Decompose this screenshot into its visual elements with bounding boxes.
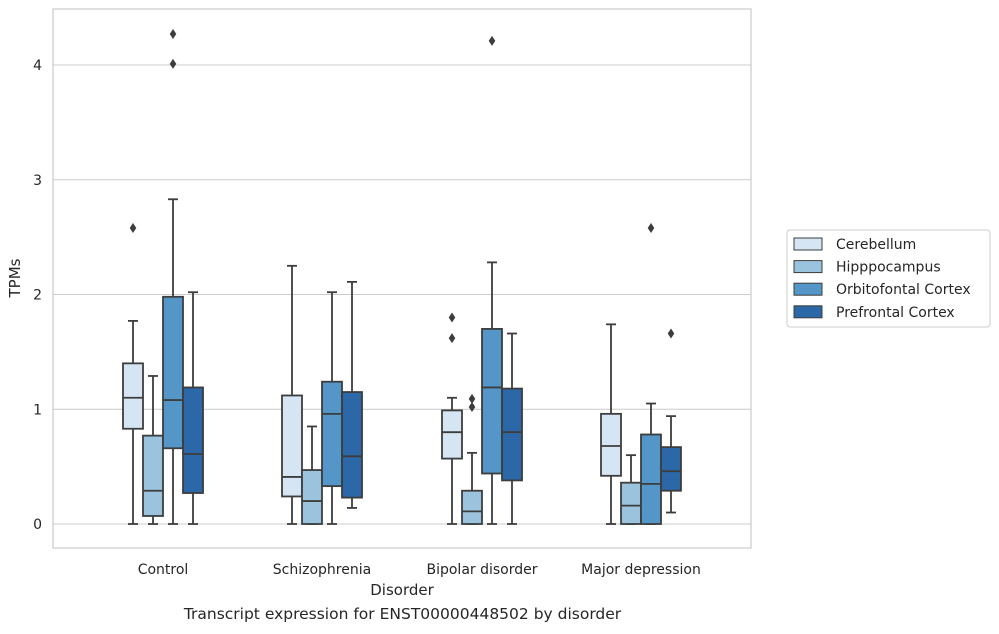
flier-point — [448, 312, 456, 323]
legend-entry: Hipppocampus — [836, 260, 941, 276]
box-3-1 — [341, 280, 363, 509]
box-rect — [122, 362, 144, 430]
flier-point — [647, 222, 655, 233]
legend: Cerebellum Hipppocampus Orbitofontal Corte… — [786, 229, 991, 328]
box-rect — [142, 434, 164, 517]
legend-entry: Prefrontal Cortex — [836, 305, 955, 321]
legend-swatch — [793, 260, 823, 274]
box-2-0 — [162, 29, 184, 525]
box-rect — [481, 328, 503, 475]
y-tick-label: 0 — [33, 517, 42, 533]
x-tick-labels: Control Schizophrenia Bipolar disorder Majo… — [138, 562, 701, 578]
box-2-1 — [321, 291, 343, 525]
box-3-3 — [660, 328, 682, 514]
flier-point — [468, 393, 476, 404]
y-tick-label: 4 — [33, 58, 42, 74]
box-0-2 — [441, 312, 463, 525]
x-tick-label: Major depression — [581, 562, 701, 578]
flier-point — [169, 58, 177, 69]
box-rect — [441, 409, 463, 460]
box-0-0 — [122, 222, 144, 525]
box-rect — [162, 295, 184, 450]
chart-caption: Transcript expression for ENST0000044850… — [183, 605, 622, 623]
legend-swatch — [793, 305, 823, 319]
box-rect — [281, 394, 303, 498]
plot-frame — [52, 8, 752, 549]
box-3-0 — [182, 291, 204, 525]
flier-point — [129, 222, 137, 233]
box-1-1 — [301, 425, 323, 525]
box-rect — [620, 481, 642, 525]
flier-point — [667, 328, 675, 339]
box-series — [122, 29, 682, 525]
legend-swatch — [793, 237, 823, 251]
legend-frame — [786, 229, 991, 328]
x-tick-label: Bipolar disorder — [426, 562, 537, 578]
flier-point — [468, 401, 476, 412]
box-3-2 — [501, 332, 523, 525]
box-2-3 — [640, 222, 662, 525]
legend-entry: Orbitofontal Cortex — [836, 282, 971, 298]
box-rect — [301, 469, 323, 525]
flier-point — [488, 35, 496, 46]
box-1-2 — [461, 393, 483, 525]
box-0-3 — [600, 323, 622, 525]
box-rect — [660, 446, 682, 492]
x-tick-label: Schizophrenia — [273, 562, 371, 578]
x-axis-label: Disorder — [370, 581, 434, 599]
y-tick-labels: 0 1 2 3 4 — [33, 58, 42, 533]
box-rect — [600, 412, 622, 477]
y-axis-label: TPMs — [6, 258, 24, 298]
x-tick-label: Control — [138, 562, 189, 578]
box-rect — [182, 386, 204, 494]
box-1-3 — [620, 454, 642, 525]
box-rect — [461, 489, 483, 525]
box-0-1 — [281, 264, 303, 525]
y-tick-label: 3 — [33, 173, 42, 189]
box-rect — [341, 391, 363, 499]
legend-entry: Cerebellum — [836, 237, 916, 253]
box-rect — [321, 380, 343, 488]
flier-point — [448, 333, 456, 344]
legend-swatch — [793, 282, 823, 296]
box-2-2 — [481, 35, 503, 525]
box-rect — [501, 387, 523, 482]
y-tick-label: 1 — [33, 402, 42, 418]
box-1-0 — [142, 375, 164, 525]
flier-point — [169, 29, 177, 40]
box-rect — [640, 433, 662, 525]
y-tick-label: 2 — [33, 288, 42, 304]
